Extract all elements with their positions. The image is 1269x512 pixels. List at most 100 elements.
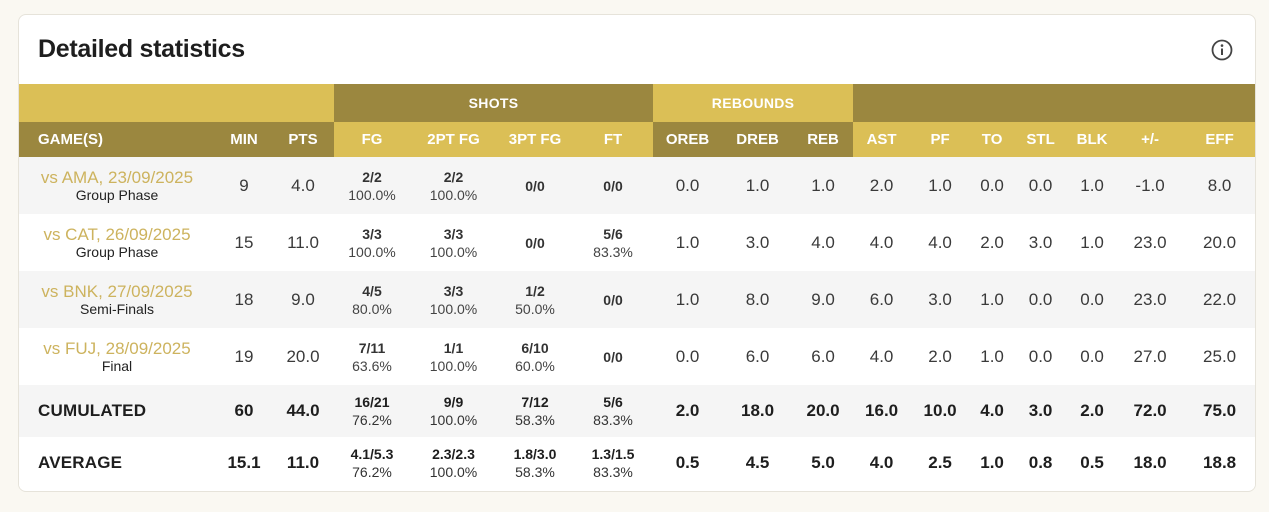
cumulated-row: CUMULATED 60 44.0 16/21 76.2% 9/9 100.0% 7… bbox=[19, 385, 1255, 437]
stl-cell: 0.0 bbox=[1014, 328, 1068, 385]
info-icon[interactable] bbox=[1211, 39, 1233, 61]
fg3-cell: 1.8/3.0 58.3% bbox=[497, 437, 573, 489]
game-phase: Final bbox=[101, 357, 133, 374]
col-header-pf[interactable]: PF bbox=[910, 122, 971, 157]
ft-pct: 83.3% bbox=[593, 464, 633, 480]
to-cell: 2.0 bbox=[970, 214, 1015, 271]
col-header-min[interactable]: MIN bbox=[216, 122, 272, 157]
blk-cell: 1.0 bbox=[1067, 157, 1118, 214]
fg2-cell: 2.3/2.3 100.0% bbox=[410, 437, 497, 489]
eff-cell: 22.0 bbox=[1183, 271, 1255, 328]
fg2-cell: 2/2 100.0% bbox=[410, 157, 497, 214]
col-header-ft[interactable]: FT bbox=[573, 122, 654, 157]
ft-made: 0/0 bbox=[603, 348, 623, 365]
fg2-cell: 9/9 100.0% bbox=[410, 385, 497, 437]
game-link[interactable]: vs FUJ, 28/09/2025 bbox=[43, 338, 191, 358]
fg2-made: 3/3 bbox=[443, 225, 464, 242]
min-cell: 15.1 bbox=[216, 437, 272, 489]
column-header-row: GAME(S) MIN PTS FG 2PT FG 3PT FG FT OREB… bbox=[19, 122, 1255, 157]
fg-made: 7/11 bbox=[358, 339, 386, 356]
fg3-cell: 1/2 50.0% bbox=[497, 271, 573, 328]
oreb-cell: 1.0 bbox=[653, 271, 723, 328]
col-header-to[interactable]: TO bbox=[970, 122, 1015, 157]
game-phase: Group Phase bbox=[75, 243, 159, 260]
fg2-pct: 100.0% bbox=[429, 412, 478, 428]
fg-pct: 76.2% bbox=[352, 412, 392, 428]
dreb-cell: 1.0 bbox=[722, 157, 794, 214]
game-link[interactable]: vs CAT, 26/09/2025 bbox=[43, 224, 191, 244]
dreb-cell: 8.0 bbox=[722, 271, 794, 328]
ft-cell: 5/6 83.3% bbox=[573, 214, 654, 271]
row-label: CUMULATED bbox=[19, 385, 216, 437]
game-link[interactable]: vs BNK, 27/09/2025 bbox=[41, 281, 193, 301]
ft-pct: 83.3% bbox=[593, 412, 633, 428]
stl-cell: 0.0 bbox=[1014, 271, 1068, 328]
group-header-other bbox=[853, 84, 1255, 122]
fg-pct: 63.6% bbox=[352, 357, 392, 374]
col-header-fg[interactable]: FG bbox=[334, 122, 410, 157]
min-cell: 19 bbox=[216, 328, 272, 385]
fg2-cell: 3/3 100.0% bbox=[410, 271, 497, 328]
pts-cell: 44.0 bbox=[272, 385, 334, 437]
pf-cell: 3.0 bbox=[910, 271, 971, 328]
fg-cell: 7/11 63.6% bbox=[334, 328, 410, 385]
plus-minus-cell: 18.0 bbox=[1117, 437, 1184, 489]
pf-cell: 2.5 bbox=[910, 437, 971, 489]
to-cell: 0.0 bbox=[970, 157, 1015, 214]
fg3-made: 0/0 bbox=[525, 177, 545, 194]
reb-cell: 5.0 bbox=[793, 437, 854, 489]
fg-made: 2/2 bbox=[362, 168, 382, 185]
oreb-cell: 2.0 bbox=[653, 385, 723, 437]
row-label: AVERAGE bbox=[19, 437, 216, 489]
fg2-made: 1/1 bbox=[443, 339, 464, 356]
ft-made: 5/6 bbox=[603, 225, 623, 242]
col-header-pts[interactable]: PTS bbox=[272, 122, 334, 157]
reb-cell: 20.0 bbox=[793, 385, 854, 437]
fg2-pct: 100.0% bbox=[429, 186, 478, 203]
stl-cell: 0.0 bbox=[1014, 157, 1068, 214]
oreb-cell: 0.5 bbox=[653, 437, 723, 489]
ft-cell: 0/0 bbox=[573, 157, 654, 214]
to-cell: 1.0 bbox=[970, 328, 1015, 385]
fg3-made: 1/2 bbox=[525, 282, 545, 299]
col-header-eff[interactable]: EFF bbox=[1183, 122, 1255, 157]
fg-pct: 76.2% bbox=[352, 464, 392, 480]
pts-cell: 11.0 bbox=[272, 437, 334, 489]
ft-cell: 1.3/1.5 83.3% bbox=[573, 437, 654, 489]
average-row: AVERAGE 15.1 11.0 4.1/5.3 76.2% 2.3/2.3 10… bbox=[19, 437, 1255, 489]
group-header-row: SHOTS REBOUNDS bbox=[19, 84, 1255, 122]
col-header-blk[interactable]: BLK bbox=[1067, 122, 1118, 157]
ft-cell: 0/0 bbox=[573, 328, 654, 385]
ft-cell: 0/0 bbox=[573, 271, 654, 328]
ft-made: 0/0 bbox=[603, 177, 623, 194]
fg-made: 4/5 bbox=[362, 282, 382, 299]
col-header-oreb[interactable]: OREB bbox=[653, 122, 723, 157]
ast-cell: 4.0 bbox=[853, 328, 911, 385]
ft-made: 0/0 bbox=[603, 291, 623, 308]
ast-cell: 6.0 bbox=[853, 271, 911, 328]
fg2-made: 9/9 bbox=[443, 394, 464, 410]
fg2-pct: 100.0% bbox=[429, 464, 478, 480]
ast-cell: 4.0 bbox=[853, 214, 911, 271]
min-cell: 60 bbox=[216, 385, 272, 437]
col-header-dreb[interactable]: DREB bbox=[722, 122, 794, 157]
eff-cell: 75.0 bbox=[1183, 385, 1255, 437]
pf-cell: 4.0 bbox=[910, 214, 971, 271]
game-link[interactable]: vs AMA, 23/09/2025 bbox=[40, 167, 194, 187]
col-header-ast[interactable]: AST bbox=[853, 122, 911, 157]
pf-cell: 2.0 bbox=[910, 328, 971, 385]
fg-cell: 2/2 100.0% bbox=[334, 157, 410, 214]
ft-pct: 83.3% bbox=[593, 243, 633, 260]
fg3-pct: 58.3% bbox=[515, 412, 555, 428]
eff-cell: 18.8 bbox=[1183, 437, 1255, 489]
col-header-reb[interactable]: REB bbox=[793, 122, 854, 157]
col-header-games[interactable]: GAME(S) bbox=[19, 122, 216, 157]
blk-cell: 2.0 bbox=[1067, 385, 1118, 437]
col-header-3pt-fg[interactable]: 3PT FG bbox=[497, 122, 573, 157]
col-header-stl[interactable]: STL bbox=[1014, 122, 1068, 157]
game-cell: vs BNK, 27/09/2025 Semi-Finals bbox=[19, 271, 216, 328]
group-header-rebounds: REBOUNDS bbox=[653, 84, 854, 122]
col-header-2pt-fg[interactable]: 2PT FG bbox=[410, 122, 497, 157]
game-cell: vs FUJ, 28/09/2025 Final bbox=[19, 328, 216, 385]
col-header-plus-minus[interactable]: +/- bbox=[1117, 122, 1184, 157]
